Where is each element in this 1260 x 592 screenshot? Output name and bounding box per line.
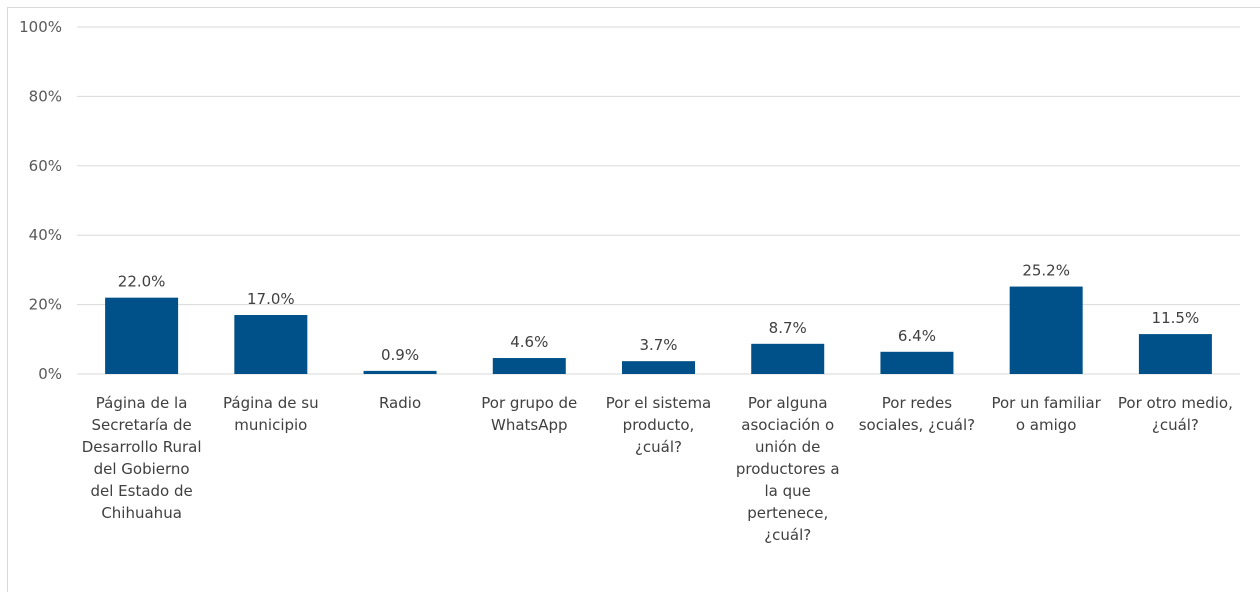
y-tick-label: 100% <box>19 18 62 36</box>
category-label: Página de la Secretaría de Desarrollo Rura… <box>82 394 202 522</box>
category-label: Radio <box>379 394 421 412</box>
bar <box>1138 334 1212 374</box>
data-label: 3.7% <box>639 336 677 354</box>
category-label: Página de su municipio <box>223 394 319 434</box>
data-label: 11.5% <box>1152 309 1200 327</box>
bar <box>1009 286 1083 374</box>
y-tick-label: 40% <box>29 226 62 244</box>
bar <box>492 358 566 374</box>
category-label: Por redes sociales, ¿cuál? <box>859 394 975 434</box>
bar <box>751 343 825 374</box>
bar <box>363 370 437 374</box>
chart-frame <box>7 7 1260 592</box>
data-label: 0.9% <box>381 346 419 364</box>
category-label: Por un familiar o amigo <box>991 394 1101 434</box>
category-label: Por grupo de WhatsApp <box>481 394 577 434</box>
y-tick-label: 80% <box>29 87 62 105</box>
category-label: Por otro medio, ¿cuál? <box>1118 394 1233 434</box>
data-label: 22.0% <box>118 273 166 291</box>
y-tick-label: 0% <box>38 365 62 383</box>
category-label: Por el sistema producto, ¿cuál? <box>606 394 712 456</box>
data-label: 17.0% <box>247 290 295 308</box>
y-tick-label: 60% <box>29 157 62 175</box>
bar <box>234 315 308 374</box>
category-label: Por alguna asociación o unión de productore… <box>736 394 840 544</box>
bar <box>622 361 695 374</box>
data-label: 6.4% <box>898 327 936 345</box>
bar <box>880 351 954 374</box>
data-label: 25.2% <box>1022 262 1070 280</box>
y-tick-label: 20% <box>29 296 62 314</box>
data-label: 4.6% <box>510 333 548 351</box>
bar <box>105 297 179 374</box>
data-label: 8.7% <box>769 319 807 337</box>
